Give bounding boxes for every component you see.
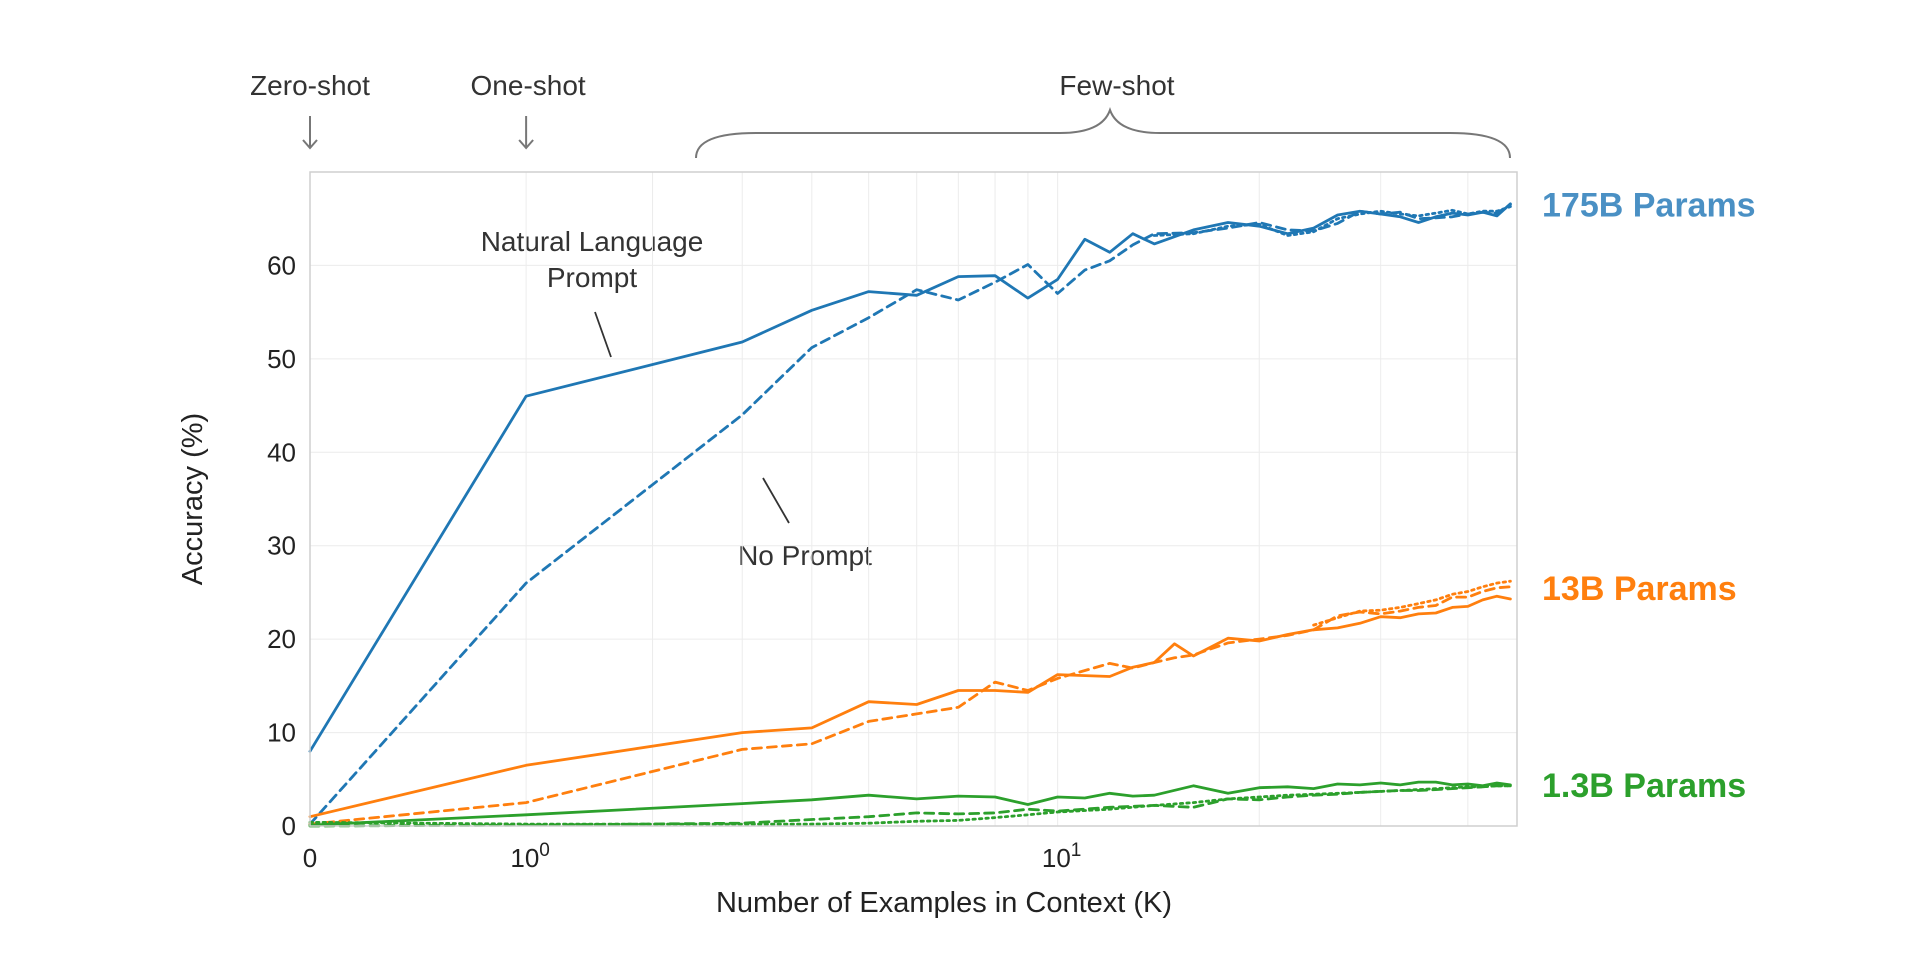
y-tick-label: 40: [267, 437, 296, 467]
prompt-pointer: [594, 311, 612, 358]
y-axis-title: Accuracy (%): [177, 413, 209, 585]
series-line-1: [308, 203, 1512, 826]
x-tick-label: 100: [510, 840, 550, 873]
y-tick-label: 20: [267, 624, 296, 654]
no-prompt-pointer: [762, 477, 790, 524]
plot-frame: [309, 171, 1518, 827]
zero-shot-arrow-head: [302, 139, 318, 150]
x-tick-label: 101: [1042, 840, 1082, 873]
series-line-3: [308, 594, 1512, 819]
grid: [310, 172, 1517, 827]
few-shot-label: Few-shot: [1059, 70, 1174, 101]
few-shot-brace: [695, 106, 1511, 159]
model-label-1-3b: 1.3B Params: [1542, 767, 1746, 805]
model-label-13b: 13B Params: [1542, 570, 1737, 608]
series-line-6: [308, 780, 1512, 827]
series-line-4: [308, 585, 1512, 826]
x-axis-title: Number of Examples in Context (K): [716, 887, 1172, 919]
axes: 0 10 20 30 40 50 60 0 100 101: [267, 106, 1518, 873]
series-line-0: [308, 202, 1512, 753]
one-shot-arrow-head: [518, 139, 534, 150]
series-line-7: [308, 784, 1512, 828]
y-tick-label: 60: [267, 250, 296, 280]
y-tick-label: 10: [267, 718, 296, 748]
zero-shot-label: Zero-shot: [250, 70, 370, 101]
series-line-5: [1312, 579, 1512, 627]
series-line-2: [1152, 205, 1512, 237]
no-prompt-annotation: No Prompt: [738, 540, 872, 571]
natural-language-prompt-annotation-line2: Prompt: [547, 262, 637, 293]
model-label-175b: 175B Params: [1542, 187, 1756, 225]
one-shot-label: One-shot: [471, 70, 586, 101]
y-tick-label: 30: [267, 531, 296, 561]
y-tick-label: 0: [282, 811, 296, 841]
natural-language-prompt-annotation-line1: Natural Language: [481, 226, 704, 257]
series-line-8: [308, 784, 1512, 826]
curves: [308, 202, 1512, 828]
y-tick-label: 50: [267, 344, 296, 374]
x-tick-label: 0: [303, 843, 317, 873]
